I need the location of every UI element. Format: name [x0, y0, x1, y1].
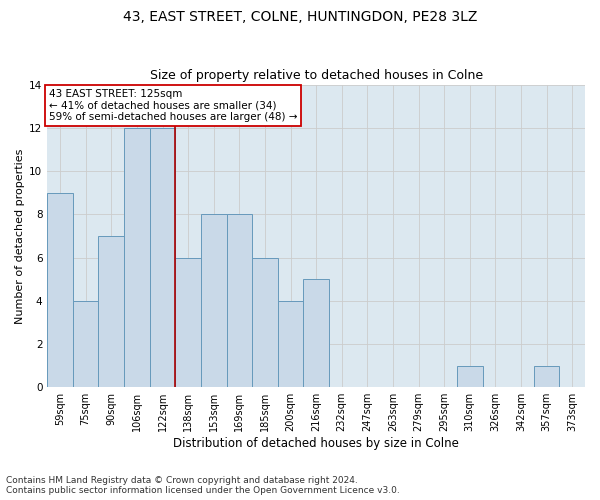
- Bar: [175, 258, 201, 387]
- Bar: [150, 128, 175, 387]
- Bar: [534, 366, 559, 387]
- X-axis label: Distribution of detached houses by size in Colne: Distribution of detached houses by size …: [173, 437, 459, 450]
- Bar: [98, 236, 124, 387]
- Bar: [73, 300, 98, 387]
- Text: 43, EAST STREET, COLNE, HUNTINGDON, PE28 3LZ: 43, EAST STREET, COLNE, HUNTINGDON, PE28…: [123, 10, 477, 24]
- Title: Size of property relative to detached houses in Colne: Size of property relative to detached ho…: [149, 69, 483, 82]
- Bar: [304, 279, 329, 387]
- Text: 43 EAST STREET: 125sqm
← 41% of detached houses are smaller (34)
59% of semi-det: 43 EAST STREET: 125sqm ← 41% of detached…: [49, 89, 297, 122]
- Bar: [252, 258, 278, 387]
- Bar: [457, 366, 482, 387]
- Text: Contains HM Land Registry data © Crown copyright and database right 2024.
Contai: Contains HM Land Registry data © Crown c…: [6, 476, 400, 495]
- Bar: [278, 300, 304, 387]
- Bar: [124, 128, 150, 387]
- Y-axis label: Number of detached properties: Number of detached properties: [15, 148, 25, 324]
- Bar: [47, 192, 73, 387]
- Bar: [227, 214, 252, 387]
- Bar: [201, 214, 227, 387]
